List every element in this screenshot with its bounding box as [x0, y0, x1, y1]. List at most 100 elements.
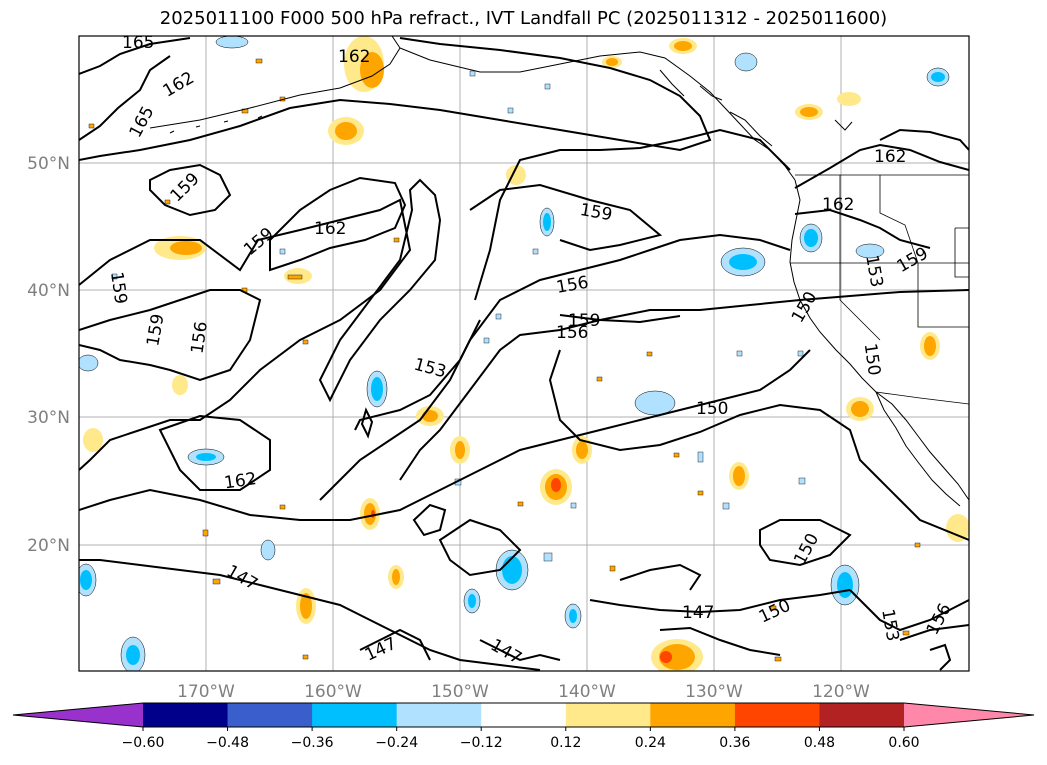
boundaries — [790, 174, 969, 405]
patch-dot — [302, 339, 309, 345]
colorbar-segment — [143, 703, 229, 727]
patch-orange — [800, 107, 818, 117]
colorbar-tick-label: −0.24 — [375, 735, 418, 751]
patch-dot — [914, 542, 921, 548]
contour-label: 162 — [314, 219, 346, 239]
colorbar-segment — [396, 703, 482, 727]
patch-blue-core — [569, 609, 577, 623]
contour-159-east — [469, 183, 681, 324]
patch-dot-blue — [483, 337, 490, 344]
contour-150-lower — [548, 349, 969, 541]
contour-165b — [79, 55, 171, 141]
lat-label-30: 30°N — [27, 408, 70, 428]
patch-blue-core — [543, 213, 551, 231]
patch-blue — [79, 354, 99, 372]
patch-dot-blue — [543, 552, 553, 562]
patch-orange — [300, 593, 312, 619]
patch-dot-blue — [532, 248, 539, 255]
patch-blue-core — [371, 377, 383, 401]
lat-label-20: 20°N — [27, 536, 70, 556]
patch-dot — [517, 501, 524, 507]
colorbar-extend-left — [13, 703, 143, 727]
patch-warm — [946, 514, 969, 542]
colorbar-segment — [650, 703, 736, 727]
patch-blue — [855, 243, 885, 259]
coast-baja — [875, 391, 961, 507]
colorbar — [12, 702, 1035, 728]
contour-159-main — [79, 198, 412, 471]
patch-blue — [260, 539, 276, 561]
patch-dot — [279, 504, 286, 510]
map-frame — [78, 35, 970, 672]
contour-147-e — [619, 563, 702, 591]
patch-orange — [606, 58, 618, 66]
contour-label: 156 — [556, 323, 588, 343]
patch-orange — [576, 441, 588, 459]
lat-labels: 50°N 40°N 30°N 20°N — [27, 154, 70, 556]
contour-162-loop — [149, 163, 232, 217]
colorbar-extend-right — [904, 703, 1034, 727]
contour-label: 147 — [682, 603, 714, 623]
coastline — [149, 36, 969, 507]
patch-dot — [902, 630, 910, 636]
patch-orange — [674, 41, 692, 51]
patch-blue — [215, 36, 249, 49]
patch-blue — [734, 52, 758, 72]
lon-label-130: 130°W — [685, 682, 743, 702]
contour-label: 162 — [874, 147, 906, 167]
contour-label: 150 — [696, 399, 728, 419]
colorbar-tick-label: −0.48 — [206, 735, 249, 751]
lon-label-140: 140°W — [558, 682, 616, 702]
boundary-states-5 — [954, 227, 969, 278]
contour-153-se — [849, 589, 969, 632]
contour-147-d — [589, 589, 851, 614]
patch-blue-core — [804, 229, 818, 247]
patch-dot — [302, 654, 309, 660]
contour-147-c — [479, 639, 561, 662]
patch-blue — [634, 390, 676, 416]
contour-162-east — [794, 143, 969, 249]
patch-dot — [393, 237, 400, 243]
patch-blue-core — [196, 453, 216, 461]
patch-warm — [83, 428, 103, 452]
patch-dot-blue — [722, 502, 730, 510]
lon-label-120: 120°W — [812, 682, 870, 702]
map-title: 2025011100 F000 500 hPa refract., IVT La… — [159, 8, 888, 29]
patch-dot — [212, 578, 221, 585]
patch-dot-blue — [495, 313, 502, 320]
lat-label-40: 40°N — [27, 281, 70, 301]
patch-dot — [609, 565, 616, 572]
coast-alaska-gulf — [399, 47, 796, 181]
patch-orange — [924, 336, 936, 356]
contour-153-s — [438, 518, 522, 577]
patch-red — [660, 651, 672, 663]
contour-label: 159 — [106, 270, 130, 305]
colorbar-tick-label: −0.36 — [291, 735, 334, 751]
colorbar-ticks: −0.60 −0.48 −0.36 −0.24 −0.12 0.12 0.24 0.36 0.4… — [122, 727, 920, 751]
patch-dot-blue — [798, 477, 806, 485]
patch-blue-core — [729, 254, 757, 270]
colorbar-tick-label: 0.60 — [888, 735, 919, 751]
patch-dot-blue — [469, 70, 476, 77]
patch-dot — [697, 490, 704, 496]
patch-dot-blue — [570, 502, 577, 509]
colorbar-tick-label: 0.24 — [635, 735, 666, 751]
lon-label-150: 150°W — [431, 682, 489, 702]
colorbar-tick-label: 0.12 — [550, 735, 581, 751]
contour-label: 156 — [188, 320, 212, 355]
coast-islands — [169, 115, 263, 134]
colorbar-segment — [312, 703, 398, 727]
contour-label: 162 — [338, 47, 370, 67]
patch-blue-core — [931, 72, 945, 82]
patch-dot — [287, 274, 303, 280]
contour-162-north — [79, 37, 712, 161]
contour-label: 162 — [223, 469, 258, 493]
lon-label-160: 160°W — [304, 682, 362, 702]
contour-sm-1 — [929, 643, 952, 671]
patch-dot — [596, 376, 603, 382]
patch-dot-blue — [279, 248, 286, 255]
patch-orange — [170, 241, 202, 255]
patch-warm — [172, 375, 188, 395]
patch-red — [371, 510, 375, 518]
